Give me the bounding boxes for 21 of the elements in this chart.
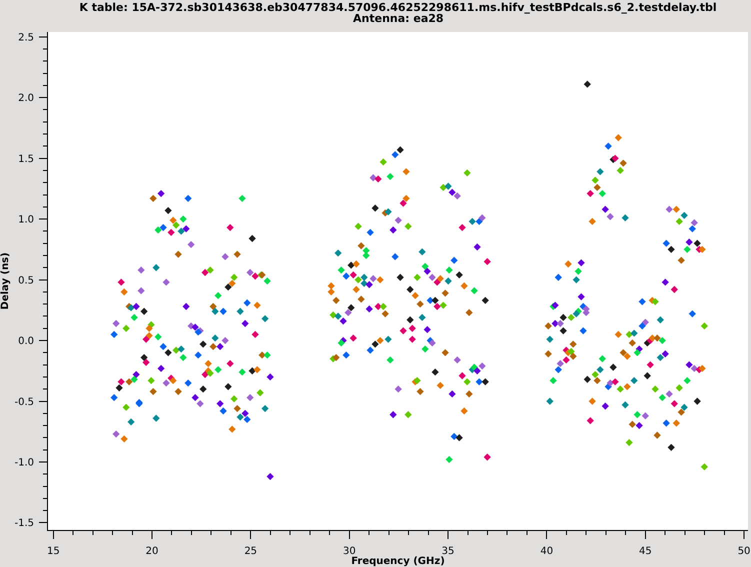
x-axis-title: Frequency (GHz) [351,556,445,567]
x-tick-label: 45 [639,546,652,557]
x-tick-label: 50 [738,546,750,557]
y-tick-label: -1.5 [14,518,34,530]
y-tick-label: 0.5 [18,275,34,286]
y-tick-label: -1.0 [14,457,34,468]
y-tick-label: 2.0 [18,93,34,104]
x-tick-label: 15 [46,546,60,557]
y-tick-label: 2.5 [18,32,34,44]
chart-title: K table: 15A-372.sb30143638.eb30477834.57096.46252298611.ms.hifv_testBPdcals.s6_2.testdelay.tbl [79,0,717,14]
y-tick-label: 1.0 [18,214,34,226]
chart-subtitle: Antenna: ea28 [353,12,444,25]
x-tick-label: 25 [244,546,258,557]
x-tick-label: 40 [540,546,554,557]
x-tick-label: 20 [146,546,158,557]
y-axis-title: Delay (ns) [0,252,11,310]
x-tick-label: 35 [442,546,454,557]
y-tick-label: -0.5 [14,396,34,408]
y-tick-label: 1.5 [18,154,34,165]
y-tick-label: 0.0 [18,336,34,348]
x-tick-label: 30 [342,546,356,557]
